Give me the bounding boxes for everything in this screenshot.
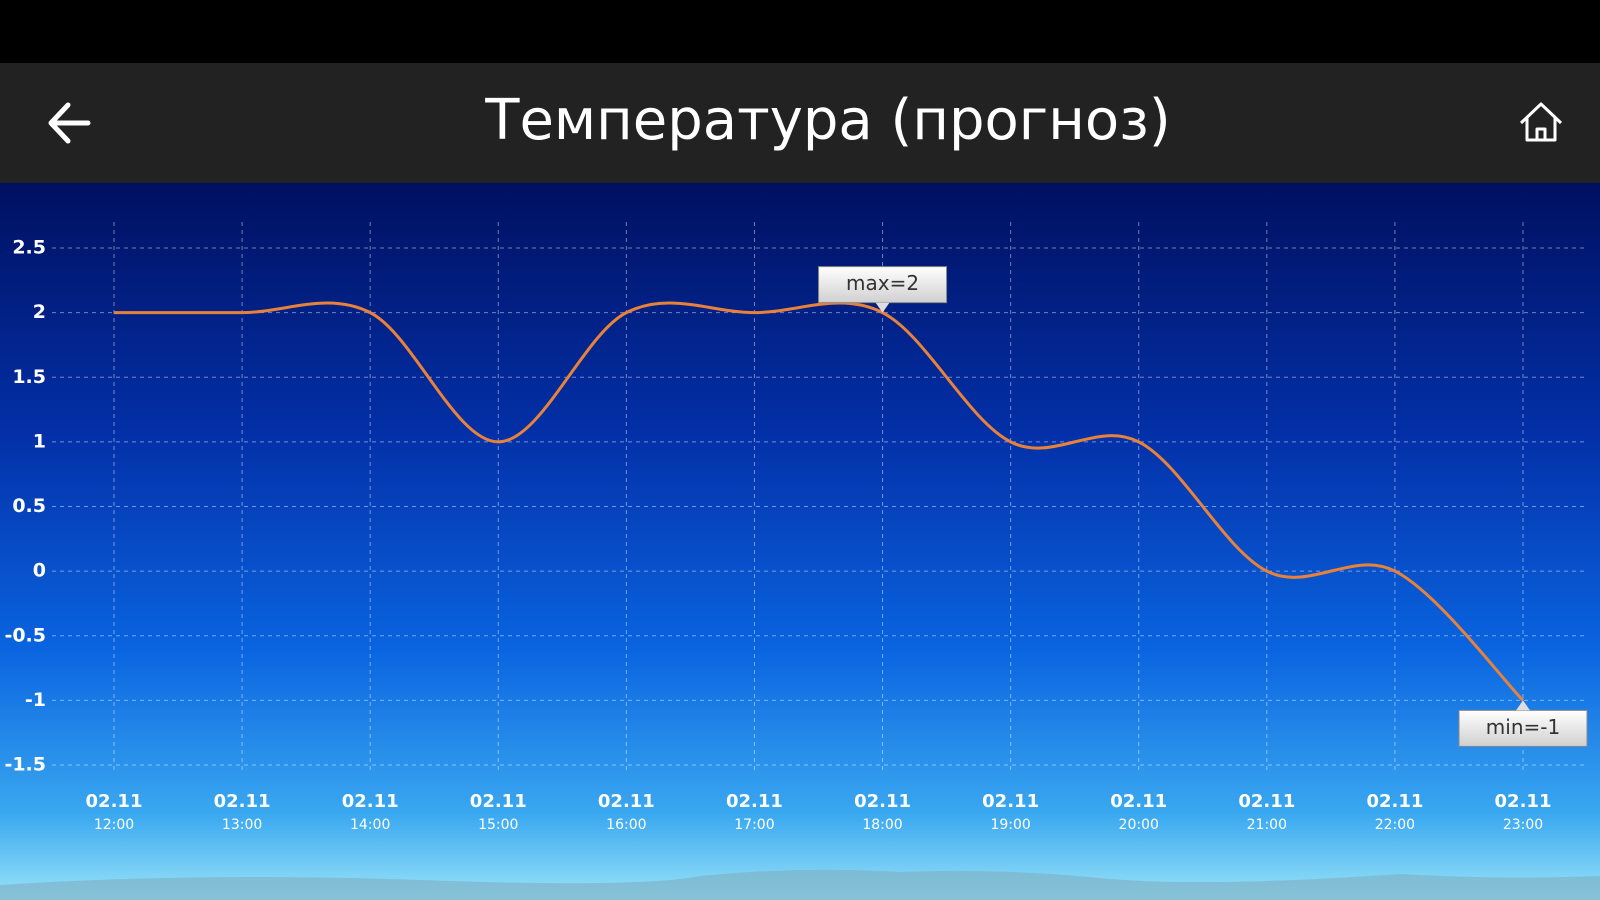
y-tick-label: 2.5 [12, 237, 46, 259]
callout-box [1458, 709, 1588, 747]
callout-label: min=-1 [1486, 715, 1560, 739]
x-tick-time: 13:00 [222, 817, 262, 833]
temperature-line [114, 301, 1525, 702]
callout-box [818, 266, 948, 304]
callout-label: max=2 [846, 271, 919, 295]
x-tick-date: 02.11 [982, 791, 1039, 812]
y-tick-label: 0 [33, 560, 46, 582]
y-tick-label: -1.5 [4, 754, 46, 776]
x-tick-date: 02.11 [598, 791, 655, 812]
x-tick-time: 18:00 [862, 817, 902, 833]
y-tick-label: 1 [33, 430, 46, 452]
y-tick-label: 2 [33, 301, 46, 323]
y-tick-label: -1 [25, 689, 46, 711]
x-tick-date: 02.11 [854, 791, 911, 812]
x-tick-date: 02.11 [1110, 791, 1167, 812]
x-tick-date: 02.11 [1495, 791, 1552, 812]
x-tick-date: 02.11 [214, 791, 271, 812]
landscape [0, 869, 1600, 900]
y-tick-label: -0.5 [4, 624, 46, 646]
x-tick-time: 20:00 [1119, 817, 1159, 833]
x-tick-date: 02.11 [1238, 791, 1295, 812]
x-tick-time: 21:00 [1247, 817, 1287, 833]
x-tick-date: 02.11 [342, 791, 399, 812]
x-tick-time: 15:00 [478, 817, 518, 833]
chart-background [0, 183, 1600, 900]
y-tick-label: 1.5 [12, 366, 46, 388]
x-tick-time: 19:00 [990, 817, 1030, 833]
x-tick-date: 02.11 [1366, 791, 1423, 812]
app-bar [0, 63, 1600, 183]
app-title: Температура (прогноз) [484, 88, 1170, 153]
x-tick-time: 17:00 [734, 817, 774, 833]
x-tick-time: 22:00 [1375, 817, 1415, 833]
callout-pointer [875, 302, 890, 313]
x-tick-time: 12:00 [94, 817, 134, 833]
y-tick-label: 0.5 [12, 495, 46, 517]
x-tick-time: 14:00 [350, 817, 390, 833]
x-tick-time: 16:00 [606, 817, 646, 833]
plot: -1.5 -1 -0.5 0 0.5 1 1.5 2 2.5 02.11 12:00 02.11 13:… [4, 222, 1588, 833]
callout-pointer [1516, 700, 1530, 711]
status-bar [0, 0, 1600, 63]
x-tick-date: 02.11 [726, 791, 783, 812]
back-button[interactable] [48, 102, 91, 144]
x-tick-date: 02.11 [470, 791, 527, 812]
x-tick-date: 02.11 [86, 791, 143, 812]
x-tick-time: 23:00 [1503, 817, 1543, 833]
home-button[interactable] [1519, 102, 1563, 142]
